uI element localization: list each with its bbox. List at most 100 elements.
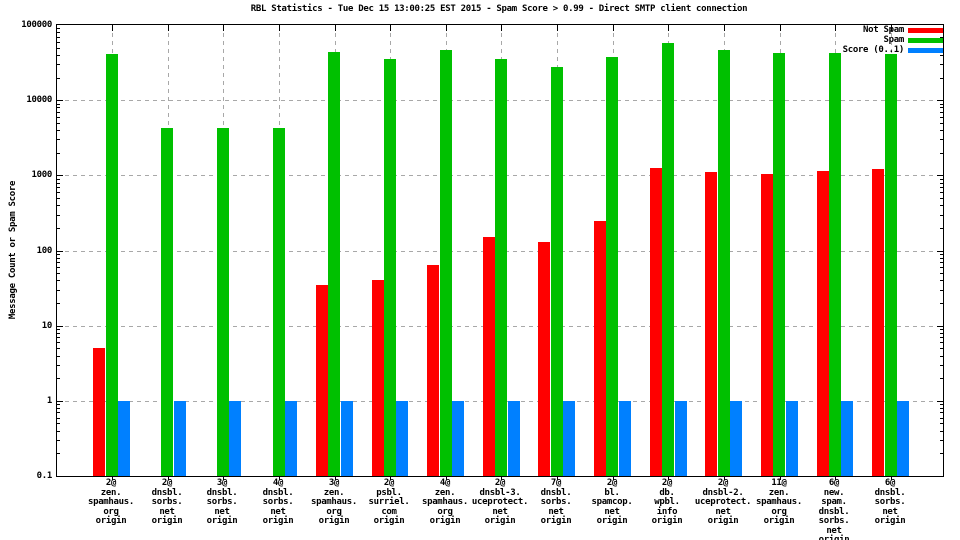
bar-not-spam <box>316 285 328 476</box>
y-major-tick-right <box>937 326 943 327</box>
x-category-label: 2@ dnsbl-2. uceprotect. net origin <box>694 478 752 526</box>
y-minor-tick-left <box>57 32 60 33</box>
y-minor-tick-right <box>940 280 943 281</box>
y-minor-tick-right <box>940 290 943 291</box>
y-minor-tick-left <box>57 262 60 263</box>
x-tick-bottom <box>724 477 725 480</box>
x-tick-bottom <box>168 477 169 480</box>
y-minor-tick-left <box>57 418 60 419</box>
x-tick-bottom <box>112 477 113 480</box>
x-category-label: 3@ dnsbl. sorbs. net origin <box>206 478 238 526</box>
y-minor-tick-left <box>57 130 60 131</box>
y-minor-tick-left <box>57 412 60 413</box>
y-minor-tick-left <box>57 290 60 291</box>
x-tick-top <box>279 25 280 31</box>
y-minor-tick-right <box>940 440 943 441</box>
bar-spam <box>495 59 507 476</box>
x-tick-top <box>613 25 614 31</box>
y-minor-tick-right <box>940 412 943 413</box>
x-tick-bottom <box>891 477 892 480</box>
bar-score-0-1- <box>396 401 408 476</box>
y-major-tick-left <box>57 100 63 101</box>
y-minor-tick-right <box>940 431 943 432</box>
bar-spam <box>161 128 173 476</box>
y-minor-tick-left <box>57 254 60 255</box>
y-minor-tick-right <box>940 205 943 206</box>
bar-not-spam <box>594 221 606 476</box>
bar-score-0-1- <box>730 401 742 476</box>
y-minor-tick-left <box>57 333 60 334</box>
y-minor-tick-right <box>940 55 943 56</box>
y-minor-tick-left <box>57 42 60 43</box>
legend-row: Score (0..1) <box>843 45 943 55</box>
bar-not-spam <box>761 174 773 476</box>
bar-not-spam <box>650 168 662 476</box>
legend-label: Score (0..1) <box>842 45 905 55</box>
x-category-label: 2@ dnsbl. sorbs. net origin <box>151 478 183 526</box>
x-category-label: 4@ dnsbl. sorbs. net origin <box>262 478 294 526</box>
y-minor-tick-left <box>57 329 60 330</box>
y-minor-tick-right <box>940 32 943 33</box>
y-tick-label: 10000 <box>26 95 52 105</box>
bar-spam <box>829 53 841 476</box>
y-minor-tick-right <box>940 104 943 105</box>
y-major-tick-right <box>937 100 943 101</box>
bar-score-0-1- <box>897 401 909 476</box>
x-tick-top <box>446 25 447 31</box>
y-minor-tick-right <box>940 404 943 405</box>
y-minor-tick-right <box>940 356 943 357</box>
bar-score-0-1- <box>174 401 186 476</box>
x-tick-top <box>724 25 725 31</box>
x-tick-top <box>668 25 669 31</box>
chart-title: RBL Statistics - Tue Dec 15 13:00:25 EST… <box>250 4 748 14</box>
y-minor-tick-right <box>940 453 943 454</box>
y-minor-tick-right <box>940 378 943 379</box>
y-minor-tick-right <box>940 179 943 180</box>
bar-score-0-1- <box>285 401 297 476</box>
y-minor-tick-left <box>57 348 60 349</box>
y-minor-tick-right <box>940 123 943 124</box>
y-minor-tick-right <box>940 267 943 268</box>
legend-label: Not Spam <box>863 25 904 35</box>
y-minor-tick-left <box>57 205 60 206</box>
y-minor-tick-right <box>940 348 943 349</box>
legend-row: Not Spam <box>843 25 943 35</box>
x-tick-top <box>780 25 781 31</box>
x-category-label: 4@ zen. spamhaus. org origin <box>421 478 469 526</box>
y-minor-tick-left <box>57 117 60 118</box>
y-minor-tick-left <box>57 423 60 424</box>
y-minor-tick-right <box>940 42 943 43</box>
y-minor-tick-left <box>57 107 60 108</box>
bar-spam <box>273 128 285 476</box>
y-minor-tick-left <box>57 404 60 405</box>
y-minor-tick-left <box>57 453 60 454</box>
bar-score-0-1- <box>118 401 130 476</box>
bar-spam <box>217 128 229 476</box>
y-minor-tick-left <box>57 48 60 49</box>
x-category-label: 2@ psbl. surriel. com origin <box>368 478 410 526</box>
bar-score-0-1- <box>508 401 520 476</box>
y-major-tick-left <box>57 251 63 252</box>
y-minor-tick-right <box>940 365 943 366</box>
y-minor-tick-right <box>940 78 943 79</box>
y-major-tick-left <box>57 401 63 402</box>
bar-score-0-1- <box>786 401 798 476</box>
y-minor-tick-right <box>940 64 943 65</box>
y-minor-tick-left <box>57 183 60 184</box>
legend: Not Spam Spam Score (0..1) <box>843 25 943 55</box>
y-minor-tick-left <box>57 440 60 441</box>
bar-score-0-1- <box>563 401 575 476</box>
x-category-label: 6@ new. spam. dnsbl. sorbs. net origin <box>818 478 850 540</box>
y-minor-tick-right <box>940 112 943 113</box>
bar-not-spam <box>817 171 829 476</box>
bar-score-0-1- <box>229 401 241 476</box>
y-minor-tick-right <box>940 408 943 409</box>
y-minor-tick-right <box>940 423 943 424</box>
y-minor-tick-right <box>940 418 943 419</box>
bar-not-spam <box>872 169 884 476</box>
y-minor-tick-right <box>940 273 943 274</box>
bar-spam <box>773 53 785 476</box>
x-tick-bottom <box>835 477 836 480</box>
y-minor-tick-left <box>57 187 60 188</box>
y-minor-tick-right <box>940 215 943 216</box>
